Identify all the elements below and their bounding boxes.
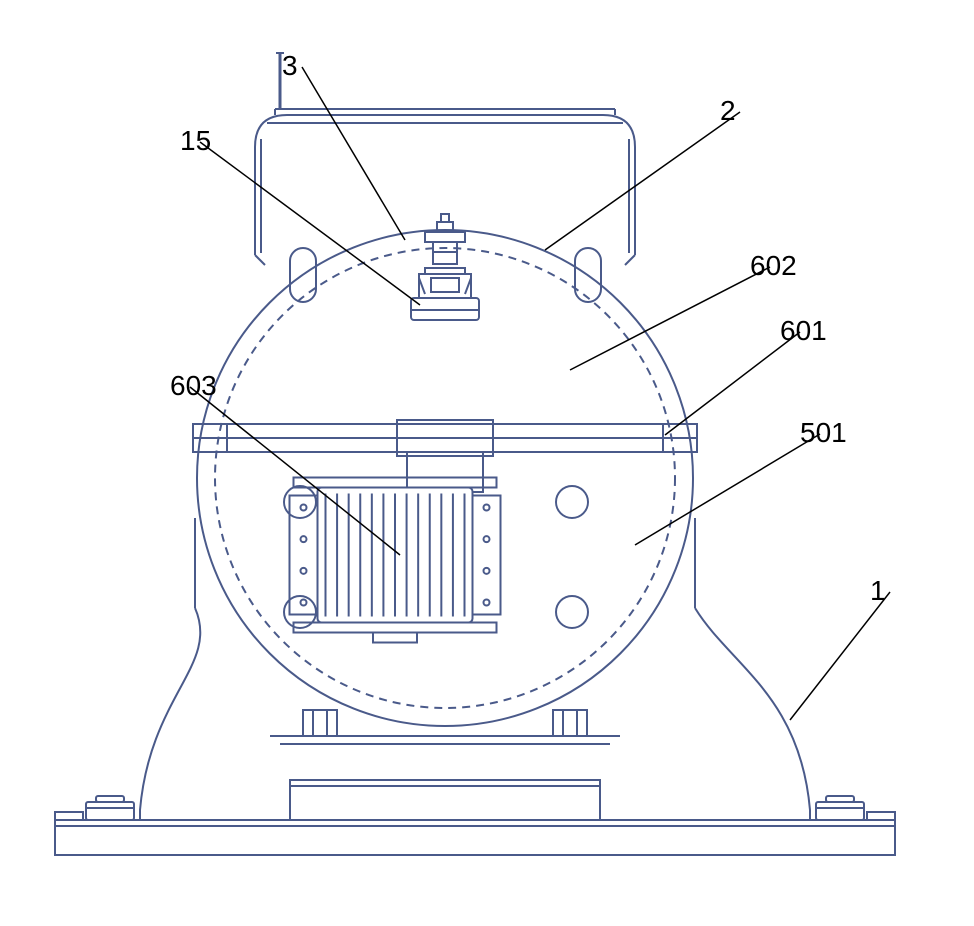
technical-diagram: 3 15 2 602 601 603 501 1: [0, 0, 974, 926]
label-501: 501: [800, 417, 847, 448]
label-603: 603: [170, 370, 217, 401]
label-3: 3: [282, 50, 298, 81]
label-1: 1: [870, 575, 886, 606]
label-2: 2: [720, 95, 736, 126]
label-601: 601: [780, 315, 827, 346]
label-15: 15: [180, 125, 211, 156]
label-602: 602: [750, 250, 797, 281]
